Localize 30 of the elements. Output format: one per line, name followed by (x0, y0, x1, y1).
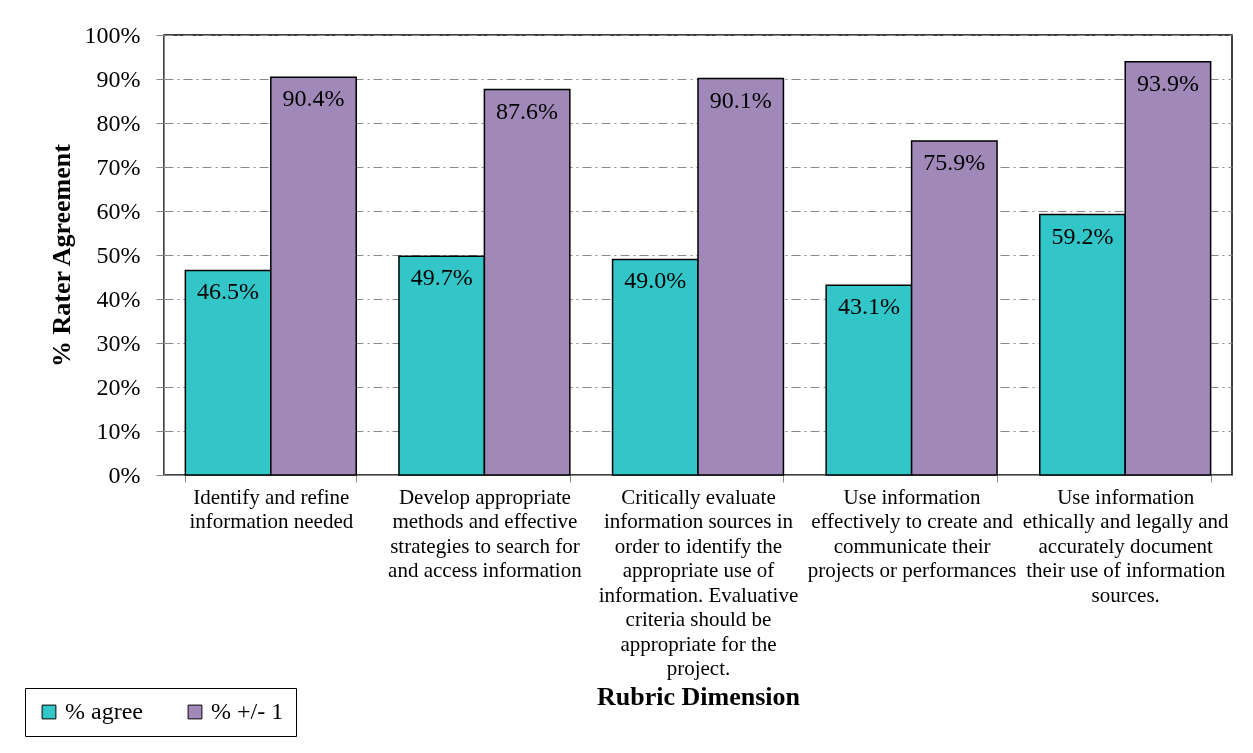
data-label: 46.5% (197, 278, 260, 305)
y-tick-label: 80% (96, 109, 141, 136)
y-tick-label: 50% (96, 241, 141, 268)
y-tick-label: 100% (84, 21, 141, 48)
x-tick-label: Critically evaluate information sources in order to identify the appropriate use of information. Evaluative criteria should be appropriate for the project. (598, 484, 799, 680)
data-label: 75.9% (923, 149, 986, 176)
y-axis-title: % Rater Agreement (46, 143, 76, 367)
y-tick-label: 70% (96, 153, 141, 180)
y-tick-label: 60% (96, 197, 141, 224)
data-label: 90.1% (709, 86, 772, 113)
x-axis-title: Rubric Dimension (597, 681, 801, 711)
x-tick-label: Identify and refine information needed (189, 484, 354, 533)
data-label: 59.2% (1051, 222, 1114, 249)
data-label: 93.9% (1136, 69, 1199, 96)
data-label: 43.1% (837, 293, 900, 320)
x-tick-label: Use information ethically and legally and accurately document their use of information sources. (1022, 484, 1230, 607)
legend-label: % agree (65, 698, 143, 724)
data-label: 49.7% (410, 264, 473, 291)
y-tick-label: 30% (96, 329, 141, 356)
data-label: 87.6% (496, 97, 559, 124)
data-label: 90.4% (282, 85, 345, 112)
y-tick-label: 10% (96, 417, 141, 444)
x-tick-label: Develop appropriate methods and effective strategies to search for and access information (388, 484, 583, 582)
y-tick-label: 40% (96, 285, 141, 312)
data-label: 49.0% (624, 267, 687, 294)
y-tick-label: 90% (96, 65, 141, 92)
x-tick-label: Use information effectively to create and communicate their projects or performances (807, 484, 1017, 582)
y-tick-label: 20% (96, 373, 141, 400)
y-tick-label: 0% (108, 461, 141, 488)
legend-label: % +/- 1 (211, 698, 284, 724)
